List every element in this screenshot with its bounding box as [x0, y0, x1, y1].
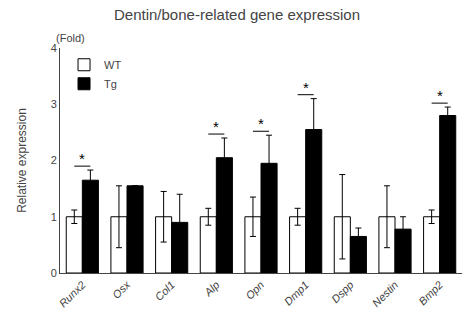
- svg-text:0: 0: [51, 267, 57, 279]
- svg-text:WT: WT: [104, 59, 121, 71]
- svg-text:*: *: [437, 87, 443, 104]
- svg-text:Dspp: Dspp: [329, 279, 356, 306]
- svg-text:*: *: [213, 118, 219, 135]
- svg-text:Bmp2: Bmp2: [416, 279, 445, 308]
- svg-text:Alp: Alp: [201, 279, 221, 299]
- svg-text:Dmp1: Dmp1: [282, 279, 311, 308]
- svg-text:(Fold): (Fold): [56, 32, 85, 44]
- svg-text:1: 1: [51, 211, 57, 223]
- svg-text:*: *: [258, 115, 264, 132]
- svg-text:Tg: Tg: [104, 78, 117, 90]
- svg-text:4: 4: [51, 42, 57, 54]
- svg-text:Dentin/bone-related gene expre: Dentin/bone-related gene expression: [114, 6, 360, 23]
- svg-text:Col1: Col1: [152, 279, 176, 303]
- svg-text:Opn: Opn: [243, 279, 266, 302]
- svg-text:2: 2: [51, 154, 57, 166]
- svg-text:Relative expression: Relative expression: [15, 108, 29, 213]
- svg-text:Nestin: Nestin: [370, 279, 401, 310]
- svg-text:Runx2: Runx2: [57, 279, 88, 310]
- svg-text:Osx: Osx: [110, 278, 133, 301]
- svg-text:3: 3: [51, 98, 57, 110]
- svg-text:*: *: [303, 79, 309, 96]
- svg-text:*: *: [79, 150, 85, 167]
